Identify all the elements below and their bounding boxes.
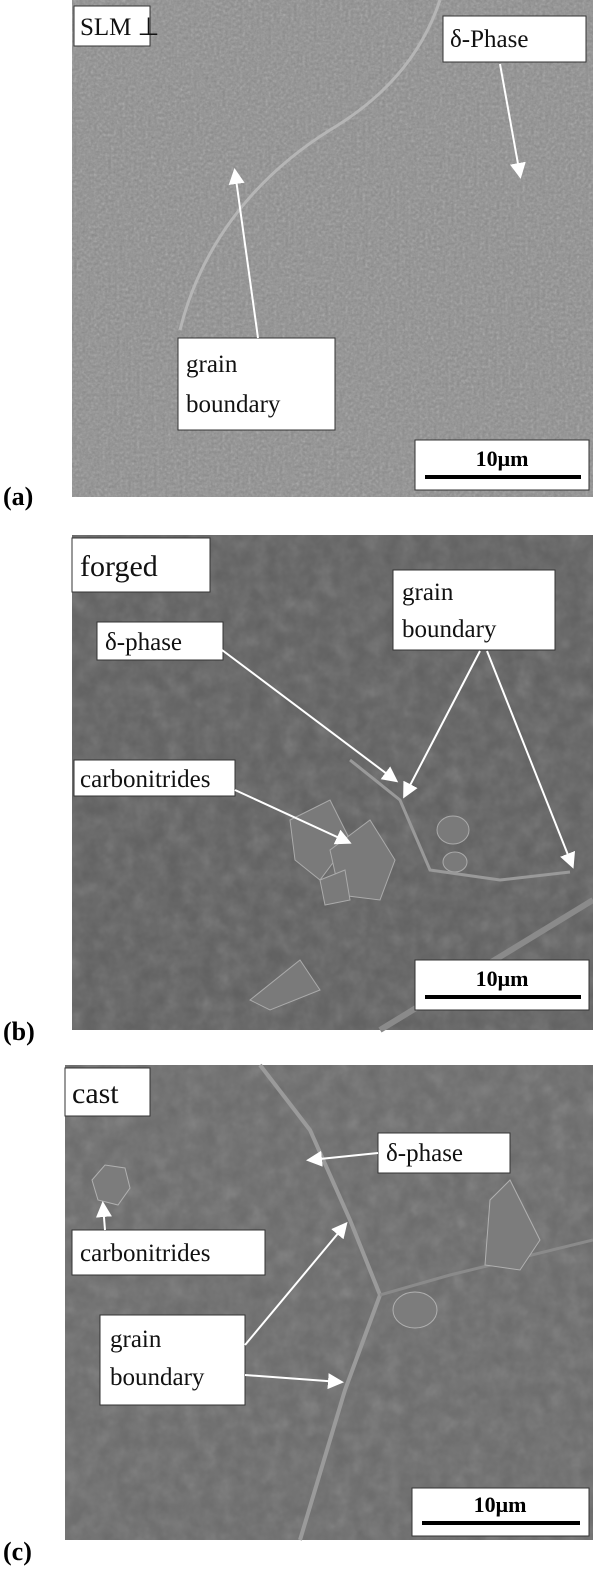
annotation: boundary [110,1364,205,1391]
scale-label: 10μm [474,1492,527,1517]
annotation: δ-Phase [450,26,528,53]
annotation: boundary [402,616,497,643]
annotation: carbonitrides [80,766,211,793]
scale-bar [425,995,581,999]
panel-c: cast δ-phase carbonitrides grain boundar… [3,1065,593,1566]
scale-bar [422,1521,580,1525]
tag: SLM ⊥ [80,14,159,41]
panel-b: forged grain boundary δ-phase carbonitri… [3,535,593,1046]
figure: SLM ⊥ δ-Phase grain boundary 10μm (a) fo… [0,0,593,1578]
annotation: grain [110,1326,162,1353]
tag: cast [72,1077,119,1110]
annotation: grain [402,579,454,606]
panel-label: (b) [3,1017,35,1046]
annotation: grain [186,351,238,378]
annotation: δ-phase [105,629,182,656]
annotation: carbonitrides [80,1240,211,1267]
tag: forged [80,550,158,583]
texture [65,1065,593,1540]
panel-a: SLM ⊥ δ-Phase grain boundary 10μm (a) [3,0,593,511]
scale-bar [425,475,581,479]
annotation: δ-phase [386,1140,463,1167]
panel-label: (a) [3,482,33,511]
annotation: boundary [186,391,281,418]
scale-label: 10μm [476,446,529,471]
scale-label: 10μm [476,966,529,991]
panel-label: (c) [3,1537,32,1566]
